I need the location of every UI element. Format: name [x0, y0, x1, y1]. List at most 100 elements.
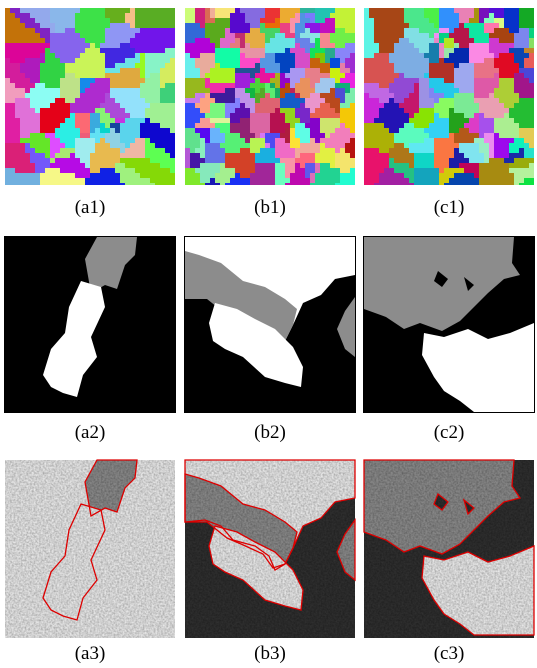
cell — [484, 68, 489, 73]
cell — [384, 13, 389, 18]
cell — [479, 73, 484, 78]
cell — [429, 13, 434, 18]
cell — [120, 143, 125, 148]
cell — [205, 108, 210, 113]
cell — [275, 48, 280, 53]
cell — [120, 33, 125, 38]
cell — [499, 98, 504, 103]
cell — [434, 23, 439, 28]
cell — [70, 38, 75, 43]
cell — [5, 103, 10, 108]
cell — [424, 73, 429, 78]
cell — [40, 93, 45, 98]
cell — [125, 163, 130, 168]
cell — [340, 168, 345, 173]
cell — [429, 113, 434, 118]
cell — [519, 183, 524, 185]
cell — [150, 8, 155, 13]
cell — [245, 78, 250, 83]
cell — [210, 83, 215, 88]
cell — [90, 93, 95, 98]
cell — [80, 23, 85, 28]
cell — [504, 88, 509, 93]
cell — [135, 183, 140, 185]
cell — [270, 23, 275, 28]
cell — [5, 153, 10, 158]
cell — [285, 108, 290, 113]
cell — [15, 38, 20, 43]
cell — [205, 128, 210, 133]
cell — [75, 83, 80, 88]
cell — [145, 8, 150, 13]
cell — [449, 98, 454, 103]
cell — [150, 148, 155, 153]
cell — [185, 148, 190, 153]
cell — [429, 93, 434, 98]
cell — [60, 148, 65, 153]
superpixel-image — [185, 8, 355, 185]
cell — [215, 173, 220, 178]
cell — [120, 98, 125, 103]
cell — [325, 113, 330, 118]
cell — [145, 18, 150, 23]
cell — [205, 8, 210, 13]
cell — [45, 53, 50, 58]
cell — [95, 153, 100, 158]
cell — [150, 158, 155, 163]
cell — [459, 108, 464, 113]
cell — [55, 178, 60, 183]
cell — [399, 13, 404, 18]
cell — [190, 183, 195, 185]
cell — [185, 108, 190, 113]
cell — [245, 33, 250, 38]
cell — [15, 163, 20, 168]
cell — [364, 88, 369, 93]
cell — [474, 8, 479, 13]
cell — [320, 93, 325, 98]
cell — [280, 168, 285, 173]
cell — [494, 33, 499, 38]
cell — [514, 88, 519, 93]
cell — [285, 183, 290, 185]
cell — [389, 18, 394, 23]
cell — [115, 128, 120, 133]
cell — [185, 83, 190, 88]
cell — [369, 28, 374, 33]
cell — [399, 18, 404, 23]
cell — [145, 183, 150, 185]
cell — [275, 103, 280, 108]
cell — [519, 33, 524, 38]
cell — [429, 23, 434, 28]
cell — [250, 88, 255, 93]
cell — [110, 163, 115, 168]
cell — [424, 28, 429, 33]
cell — [20, 8, 25, 13]
cell — [399, 168, 404, 173]
cell — [200, 108, 205, 113]
cell — [10, 98, 15, 103]
cell — [384, 58, 389, 63]
cell — [399, 88, 404, 93]
cell — [459, 178, 464, 183]
cell — [509, 43, 514, 48]
cell — [200, 138, 205, 143]
cell — [484, 98, 489, 103]
cell — [210, 38, 215, 43]
cell — [394, 13, 399, 18]
cell — [135, 43, 140, 48]
cell — [100, 178, 105, 183]
cell — [65, 53, 70, 58]
cell — [205, 58, 210, 63]
cell — [140, 183, 145, 185]
cell — [220, 133, 225, 138]
cell — [130, 38, 135, 43]
cell — [300, 18, 305, 23]
cell — [449, 83, 454, 88]
cell — [145, 138, 150, 143]
cell — [125, 58, 130, 63]
cell — [215, 113, 220, 118]
cell — [409, 178, 414, 183]
cell — [444, 38, 449, 43]
cell — [429, 73, 434, 78]
cell — [335, 28, 340, 33]
